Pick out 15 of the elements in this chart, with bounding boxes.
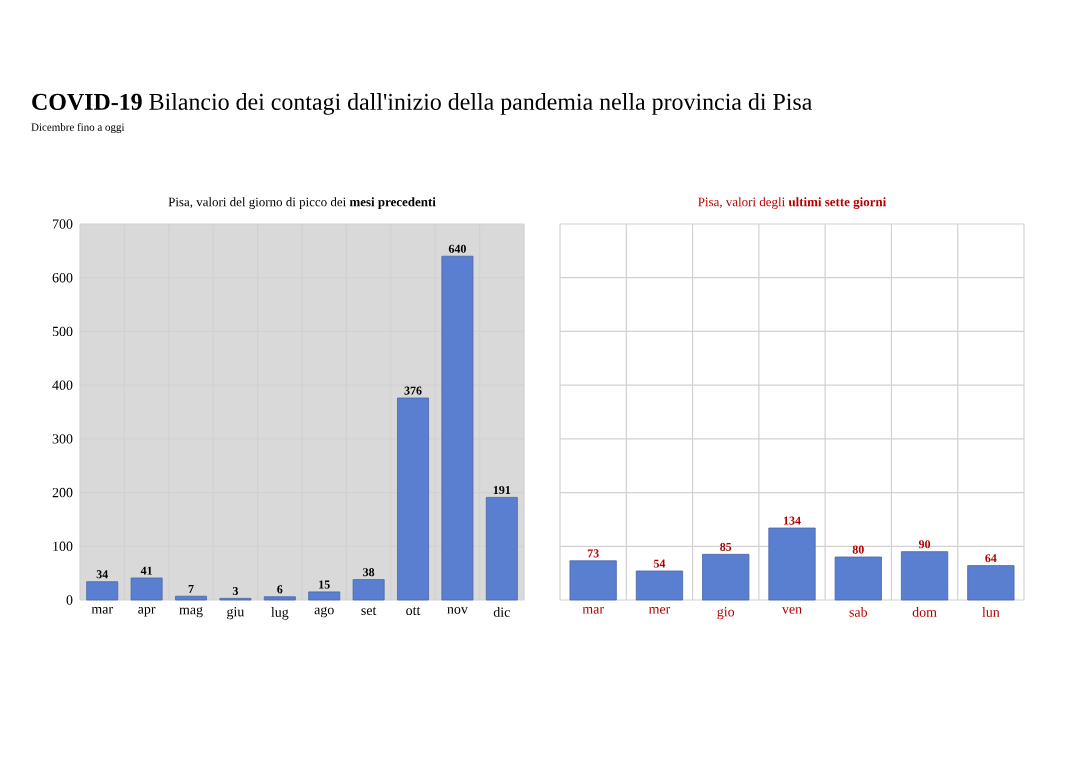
bar xyxy=(702,553,750,601)
bar xyxy=(441,255,474,601)
bar xyxy=(352,579,385,601)
text: COVID-19 Bilancio dei contagi dall'inizio della pandemia nella provincia di Pisa xyxy=(32,93,813,115)
bar xyxy=(900,551,949,601)
bar xyxy=(967,565,1015,601)
bar xyxy=(308,591,341,601)
bar xyxy=(768,527,816,601)
bar xyxy=(130,577,163,601)
bar xyxy=(485,497,518,601)
bar xyxy=(569,560,617,601)
bar xyxy=(397,397,429,601)
bar xyxy=(86,581,119,601)
bar xyxy=(635,570,684,601)
bar xyxy=(834,556,882,601)
